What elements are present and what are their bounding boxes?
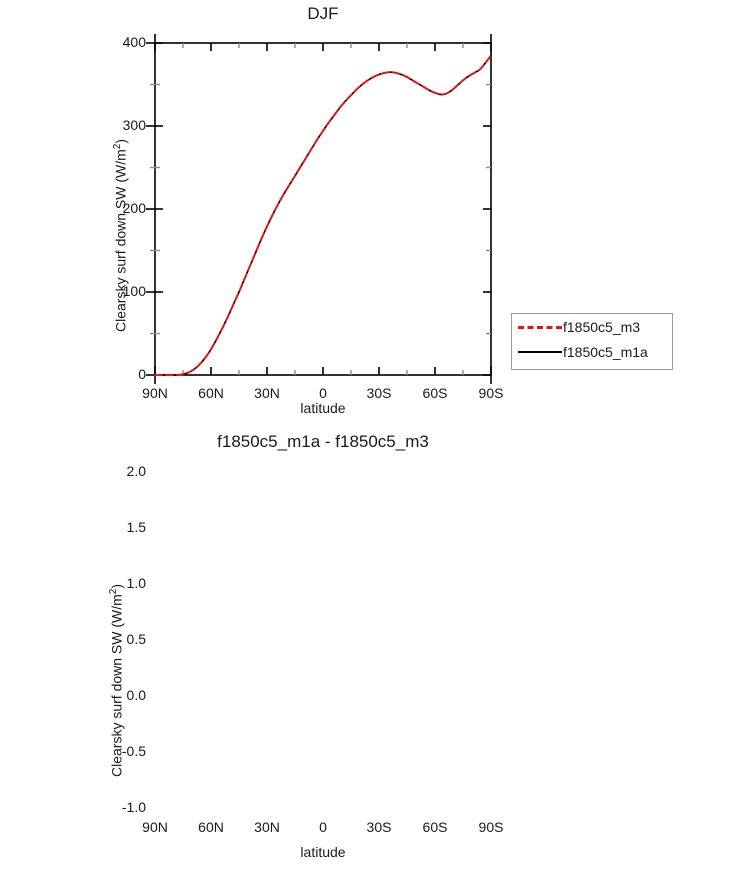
legend-item-label: f1850c5_m1a: [563, 344, 648, 360]
bottom-x-tick-label: 30S: [366, 819, 392, 835]
legend-line-solid-black-icon: [518, 351, 562, 353]
plot-frame: [154, 42, 492, 376]
legend-item-f1850c5-m1a[interactable]: f1850c5_m1a: [518, 344, 648, 360]
top-chart-title: DJF: [307, 4, 339, 23]
bottom-x-tick-label: 0: [319, 819, 327, 835]
bottom-x-tick-label: 90N: [142, 819, 168, 835]
top-y-tick-label: 300: [122, 117, 146, 133]
bottom-y-tick-label: -1.0: [121, 799, 146, 815]
bottom-x-tick-label: 60N: [198, 819, 224, 835]
bottom-y-tick-label: 0.5: [126, 631, 146, 647]
legend: [511, 313, 673, 370]
bottom-y-tick-label: 2.0: [126, 463, 146, 479]
bottom-x-tick-label: 90S: [478, 819, 504, 835]
bottom-chart-plot-area: [0, 425, 733, 869]
top-x-tick-label: 30N: [254, 385, 280, 401]
top-x-tick-label: 90N: [142, 385, 168, 401]
data-series-line: [154, 54, 492, 376]
bottom-y-tick-label: 1.5: [126, 519, 146, 535]
top-y-tick-label: 100: [122, 283, 146, 299]
top-y-tick-label: 0: [138, 366, 146, 382]
bottom-y-tick-label: -0.5: [121, 743, 146, 759]
top-x-tick-label: 0: [319, 385, 327, 401]
bottom-x-tick-label: 30N: [254, 819, 280, 835]
bottom-x-tick-label: 60S: [422, 819, 448, 835]
data-series-line: [154, 54, 492, 376]
legend-item-f1850c5-m3[interactable]: f1850c5_m3: [518, 319, 640, 335]
legend-line-dashed-red-icon: [518, 325, 562, 329]
top-chart-panel: DJF Clearsky surf down SW (W/m2) latitud…: [0, 0, 733, 425]
top-chart-x-axis-label: latitude: [300, 400, 346, 416]
top-x-tick-label: 60N: [198, 385, 224, 401]
bottom-y-tick-label: 1.0: [126, 575, 146, 591]
bottom-chart-x-axis-label: latitude: [300, 844, 346, 860]
bottom-chart-panel: f1850c5_m1a - f1850c5_m3 Clearsky surf d…: [0, 425, 733, 869]
legend-item-label: f1850c5_m3: [563, 319, 641, 335]
top-x-tick-label: 60S: [422, 385, 448, 401]
bottom-y-tick-label: 0.0: [126, 687, 146, 703]
top-y-tick-label: 200: [122, 200, 146, 216]
bottom-chart-title: f1850c5_m1a - f1850c5_m3: [217, 432, 429, 451]
top-chart-plot-area: [146, 34, 492, 384]
top-x-tick-label: 90S: [478, 385, 504, 401]
top-x-tick-label: 30S: [366, 385, 392, 401]
top-y-tick-label: 400: [122, 34, 146, 50]
